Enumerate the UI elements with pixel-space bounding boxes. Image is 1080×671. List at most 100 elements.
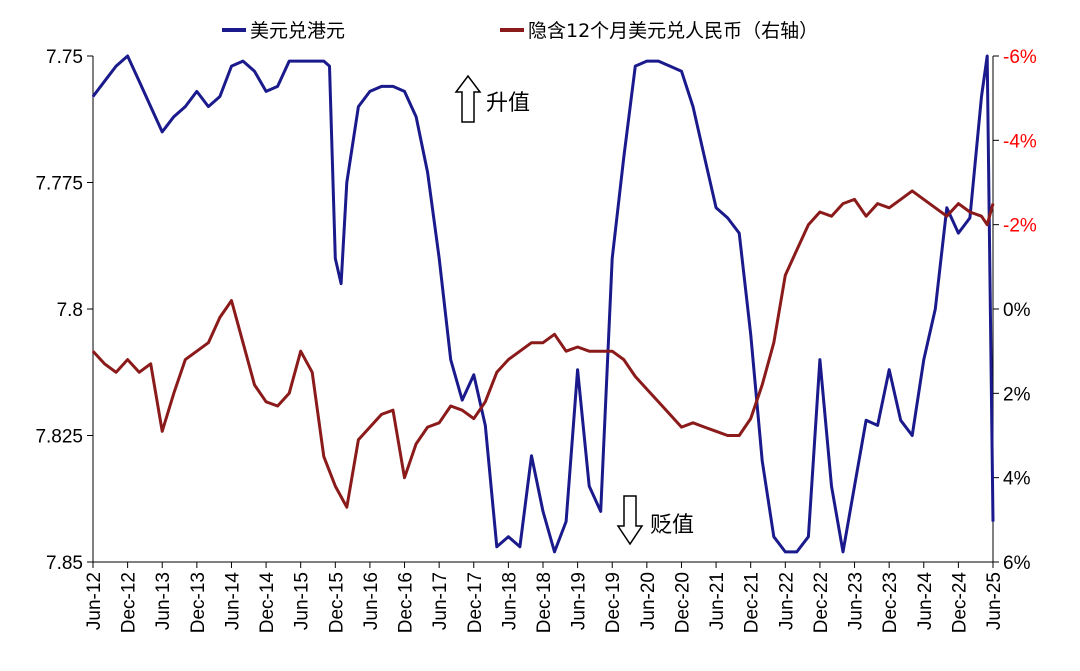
- x-tick-label: Dec-14: [257, 572, 278, 634]
- left-tick-label: 7.85: [46, 553, 83, 574]
- hkd-point: [588, 485, 590, 487]
- cnh-point: [507, 358, 510, 361]
- legend: 美元兑港元 隐含12个月美元兑人民币（右轴）: [222, 20, 818, 42]
- hkd-point: [957, 232, 960, 234]
- left-tick-label: 7.75: [46, 47, 83, 68]
- cnh-point: [219, 316, 221, 319]
- cnh-point: [899, 198, 902, 201]
- cnh-point: [934, 207, 937, 209]
- hkd-point: [992, 520, 994, 523]
- hkd-point: [819, 358, 821, 361]
- cnh-point: [726, 434, 729, 437]
- hkd-point: [253, 70, 256, 72]
- cnh-point: [530, 341, 533, 344]
- cnh-point: [311, 371, 314, 374]
- hkd-point: [899, 419, 902, 422]
- hkd-point: [380, 85, 383, 88]
- cnh-point: [173, 392, 175, 395]
- hkd-point: [749, 333, 752, 336]
- cnh-point: [692, 422, 694, 424]
- x-tick-label: Dec-22: [811, 572, 832, 633]
- hkd-point: [738, 232, 740, 234]
- cnh-point: [369, 426, 371, 428]
- cnh-point: [784, 274, 787, 277]
- cnh-point: [888, 207, 890, 209]
- hkd-point: [415, 115, 417, 118]
- hkd-point: [784, 551, 787, 553]
- series-cnh: [91, 189, 995, 509]
- cnh-point: [749, 417, 752, 420]
- cnh-point: [796, 249, 798, 251]
- cnh-point: [680, 426, 683, 428]
- hkd-point: [807, 535, 810, 538]
- hkd-point: [288, 60, 291, 62]
- x-tick-label: Dec-17: [465, 572, 486, 633]
- hkd-point: [196, 90, 198, 93]
- hkd-point: [842, 551, 844, 553]
- cnh-point: [923, 198, 925, 201]
- cnh-point: [299, 350, 302, 353]
- series-hkd-line: [91, 54, 995, 554]
- legend-hkd-label: 美元兑港元: [250, 20, 345, 42]
- legend-cnh-label: 隐含12个月美元兑人民币（右轴）: [528, 20, 818, 42]
- cnh-point: [980, 215, 983, 217]
- hkd-point: [761, 460, 763, 462]
- hkd-point: [888, 368, 890, 371]
- x-tick-label: Dec-21: [742, 572, 763, 633]
- hkd-point: [599, 510, 602, 513]
- cnh-point: [323, 455, 325, 458]
- hkd-point: [103, 80, 106, 83]
- hkd-point: [692, 105, 694, 108]
- cnh-point: [184, 358, 187, 361]
- hkd-point: [461, 399, 464, 401]
- x-tick-label: Dec-18: [534, 572, 555, 633]
- x-tick-label: Jun-17: [430, 572, 451, 630]
- x-tick-label: Jun-14: [222, 572, 243, 631]
- cnh-point: [807, 223, 810, 226]
- up-arrow-icon: [454, 74, 482, 123]
- x-tick-label: Jun-21: [707, 572, 728, 630]
- hkd-point: [876, 424, 879, 427]
- x-tick-label: Jun-25: [984, 572, 1005, 630]
- hkd-point: [299, 60, 302, 62]
- annotation-down-label: 贬值: [650, 513, 694, 538]
- cnh-point: [92, 350, 94, 353]
- hkd-point: [519, 546, 521, 548]
- cnh-point: [138, 371, 140, 374]
- hkd-point: [207, 105, 210, 108]
- cnh-point: [473, 417, 475, 420]
- cnh-point: [230, 299, 233, 302]
- cnh-point: [646, 388, 648, 390]
- x-axis-ticks: Jun-12 Dec-12 Jun-13 Dec-13 Jun-14 Dec-14 Jun-…: [84, 562, 1005, 633]
- x-tick-label: Jun-23: [846, 572, 867, 630]
- hkd-point: [173, 115, 175, 118]
- hkd-point: [980, 95, 983, 98]
- cnh-point: [876, 202, 879, 205]
- hkd-point: [496, 546, 498, 548]
- hkd-point: [184, 105, 187, 108]
- hkd-point: [403, 90, 406, 93]
- hkd-point: [392, 85, 394, 88]
- cnh-point: [957, 202, 960, 205]
- cnh-point: [449, 405, 452, 407]
- right-tick-label: 2%: [1003, 384, 1031, 405]
- cnh-point: [911, 190, 913, 192]
- x-tick-label: Dec-16: [396, 572, 417, 633]
- hkd-point: [969, 217, 971, 219]
- hkd-point: [219, 95, 221, 98]
- series-hkd: [91, 54, 995, 554]
- cnh-point: [553, 333, 556, 336]
- cnh-point: [576, 346, 579, 348]
- cnh-point: [161, 430, 163, 433]
- cnh-point: [519, 350, 521, 353]
- cnh-point: [288, 392, 291, 395]
- cnh-point: [438, 422, 441, 424]
- hkd-point: [334, 257, 337, 260]
- cnh-point: [207, 341, 210, 344]
- hkd-point: [507, 535, 510, 538]
- down-arrow-icon: [616, 495, 644, 546]
- x-tick-label: Jun-24: [915, 572, 936, 631]
- hkd-point: [715, 207, 717, 209]
- right-tick-label: 6%: [1003, 553, 1031, 574]
- cnh-point: [946, 215, 948, 217]
